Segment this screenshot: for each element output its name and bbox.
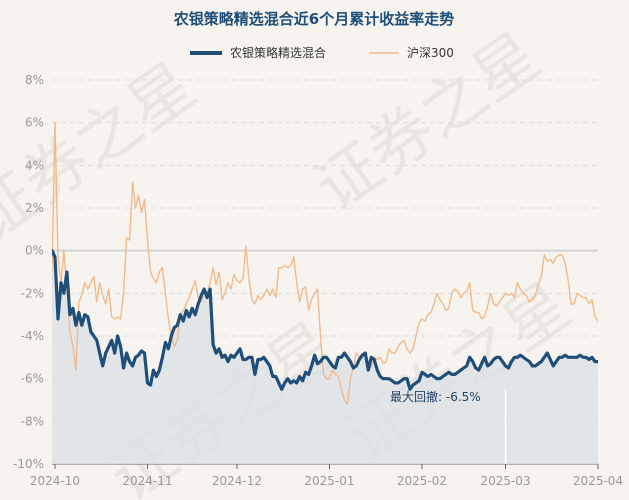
legend-label-fund: 农银策略精选混合 (230, 45, 326, 60)
x-tick-label: 2025-02 (397, 474, 447, 488)
y-tick-label: 4% (25, 158, 44, 172)
x-tick-label: 2025-03 (480, 474, 530, 488)
series-line-index (52, 122, 598, 405)
y-tick-label: -4% (21, 329, 44, 343)
series-lines (52, 122, 598, 464)
y-tick-label: 6% (25, 116, 44, 130)
max-drawdown-annotation: 最大回撤: -6.5% (390, 389, 481, 404)
legend: 农银策略精选混合 沪深300 (190, 45, 454, 60)
y-tick-label: -10% (13, 457, 44, 471)
y-tick-label: 8% (25, 73, 44, 87)
x-tick-label: 2025-01 (304, 474, 354, 488)
legend-label-index: 沪深300 (407, 46, 454, 60)
series-line-fund (52, 249, 598, 391)
x-tick-label: 2024-10 (30, 474, 80, 488)
y-tick-label: -6% (21, 372, 44, 386)
y-tick-label: 2% (25, 201, 44, 215)
y-tick-label: -2% (21, 286, 44, 300)
y-tick-label: -8% (21, 414, 44, 428)
chart-title: 农银策略精选混合近6个月累计收益率走势 (173, 10, 454, 28)
x-tick-label: 2024-11 (122, 474, 172, 488)
y-axis: 8% 6% 4% 2% 0% -2% -4% -6% -8% -10% (13, 73, 44, 471)
x-tick-label: 2025-04 (573, 474, 623, 488)
y-tick-label: 0% (25, 244, 44, 258)
x-tick-label: 2024-12 (212, 474, 262, 488)
